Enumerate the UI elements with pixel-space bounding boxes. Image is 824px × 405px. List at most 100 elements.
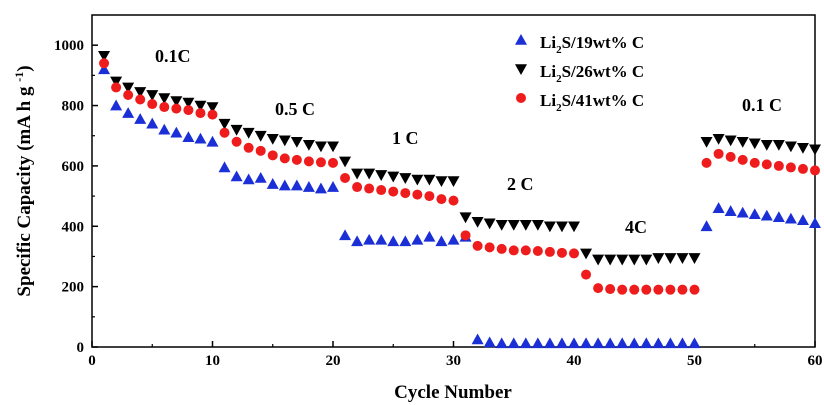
data-point bbox=[508, 245, 519, 256]
data-point bbox=[146, 117, 159, 129]
data-point bbox=[352, 182, 363, 193]
data-point bbox=[496, 243, 507, 254]
data-point bbox=[399, 235, 412, 247]
data-point bbox=[785, 162, 796, 173]
data-point bbox=[123, 89, 134, 100]
data-point bbox=[218, 118, 231, 130]
data-point bbox=[302, 139, 315, 151]
data-point bbox=[772, 139, 785, 151]
data-point bbox=[363, 233, 376, 245]
x-tick-label: 0 bbox=[88, 353, 96, 369]
data-point bbox=[254, 130, 267, 142]
data-point bbox=[737, 154, 748, 165]
data-point bbox=[364, 183, 375, 194]
data-point bbox=[266, 178, 279, 189]
data-point bbox=[761, 159, 772, 170]
data-point bbox=[351, 235, 364, 247]
data-point bbox=[628, 254, 641, 266]
data-point bbox=[314, 141, 327, 153]
data-point bbox=[784, 212, 797, 224]
legend-marker bbox=[515, 34, 527, 45]
data-point bbox=[724, 135, 737, 147]
data-point bbox=[592, 337, 605, 349]
rate-label: 0.1 C bbox=[742, 95, 782, 115]
data-point bbox=[641, 284, 652, 295]
data-point bbox=[543, 337, 556, 349]
data-point bbox=[676, 337, 689, 349]
data-point bbox=[495, 337, 508, 349]
data-point bbox=[569, 248, 579, 259]
data-point bbox=[724, 205, 737, 216]
data-point bbox=[122, 82, 135, 94]
data-point bbox=[555, 221, 568, 233]
data-point bbox=[555, 337, 568, 349]
data-point bbox=[507, 219, 520, 231]
data-point bbox=[314, 182, 327, 194]
data-point bbox=[640, 337, 653, 349]
data-point bbox=[736, 136, 749, 148]
data-point bbox=[436, 194, 447, 205]
data-point bbox=[604, 337, 617, 349]
data-point bbox=[254, 171, 267, 183]
data-point bbox=[278, 135, 291, 147]
rate-label: 2 C bbox=[507, 174, 534, 194]
rate-label: 1 C bbox=[392, 128, 419, 148]
data-point bbox=[134, 87, 147, 98]
data-point bbox=[507, 337, 520, 349]
data-point bbox=[218, 161, 231, 173]
y-tick-label: 200 bbox=[62, 280, 85, 296]
legend-marker bbox=[515, 64, 527, 75]
data-point bbox=[182, 97, 195, 109]
data-point bbox=[219, 127, 230, 138]
data-point bbox=[581, 269, 592, 280]
data-point bbox=[677, 284, 688, 295]
data-point bbox=[291, 154, 302, 165]
data-point bbox=[772, 211, 785, 223]
data-point bbox=[809, 217, 821, 229]
data-point bbox=[340, 172, 351, 183]
data-point bbox=[290, 179, 303, 191]
data-point bbox=[519, 337, 532, 349]
data-point bbox=[471, 216, 484, 228]
data-point bbox=[568, 337, 580, 349]
data-point bbox=[206, 102, 219, 114]
data-point bbox=[99, 58, 110, 69]
data-point bbox=[158, 123, 171, 135]
data-series bbox=[98, 50, 821, 266]
legend-item: Li2S/41wt% C bbox=[516, 91, 644, 114]
data-point bbox=[159, 102, 170, 113]
legend-marker bbox=[516, 93, 526, 103]
data-point bbox=[399, 173, 412, 184]
x-tick-label: 40 bbox=[567, 353, 582, 369]
data-point bbox=[147, 99, 158, 110]
data-point bbox=[302, 181, 315, 192]
data-point bbox=[760, 209, 773, 221]
data-point bbox=[242, 127, 255, 139]
rate-label: 0.5 C bbox=[275, 99, 315, 119]
data-point bbox=[423, 230, 436, 242]
x-axis-title: Cycle Number bbox=[394, 382, 512, 403]
data-point bbox=[195, 108, 206, 119]
legend-item: Li2S/19wt% C bbox=[515, 33, 644, 56]
x-tick-label: 50 bbox=[687, 353, 702, 369]
data-point bbox=[435, 235, 448, 247]
rate-label: 4C bbox=[625, 217, 647, 237]
legend-label: Li2S/41wt% C bbox=[540, 91, 644, 114]
data-point bbox=[375, 233, 388, 245]
data-point bbox=[98, 63, 111, 75]
data-point bbox=[122, 107, 135, 118]
data-point bbox=[447, 233, 460, 245]
data-point bbox=[207, 109, 218, 120]
data-point bbox=[170, 126, 183, 138]
data-point bbox=[748, 138, 761, 150]
data-point bbox=[110, 76, 123, 88]
data-point bbox=[206, 135, 219, 147]
data-point bbox=[170, 96, 183, 108]
data-point bbox=[388, 186, 399, 197]
data-point bbox=[387, 171, 400, 183]
data-point bbox=[243, 142, 254, 153]
data-point bbox=[712, 133, 725, 145]
data-point bbox=[810, 165, 820, 176]
